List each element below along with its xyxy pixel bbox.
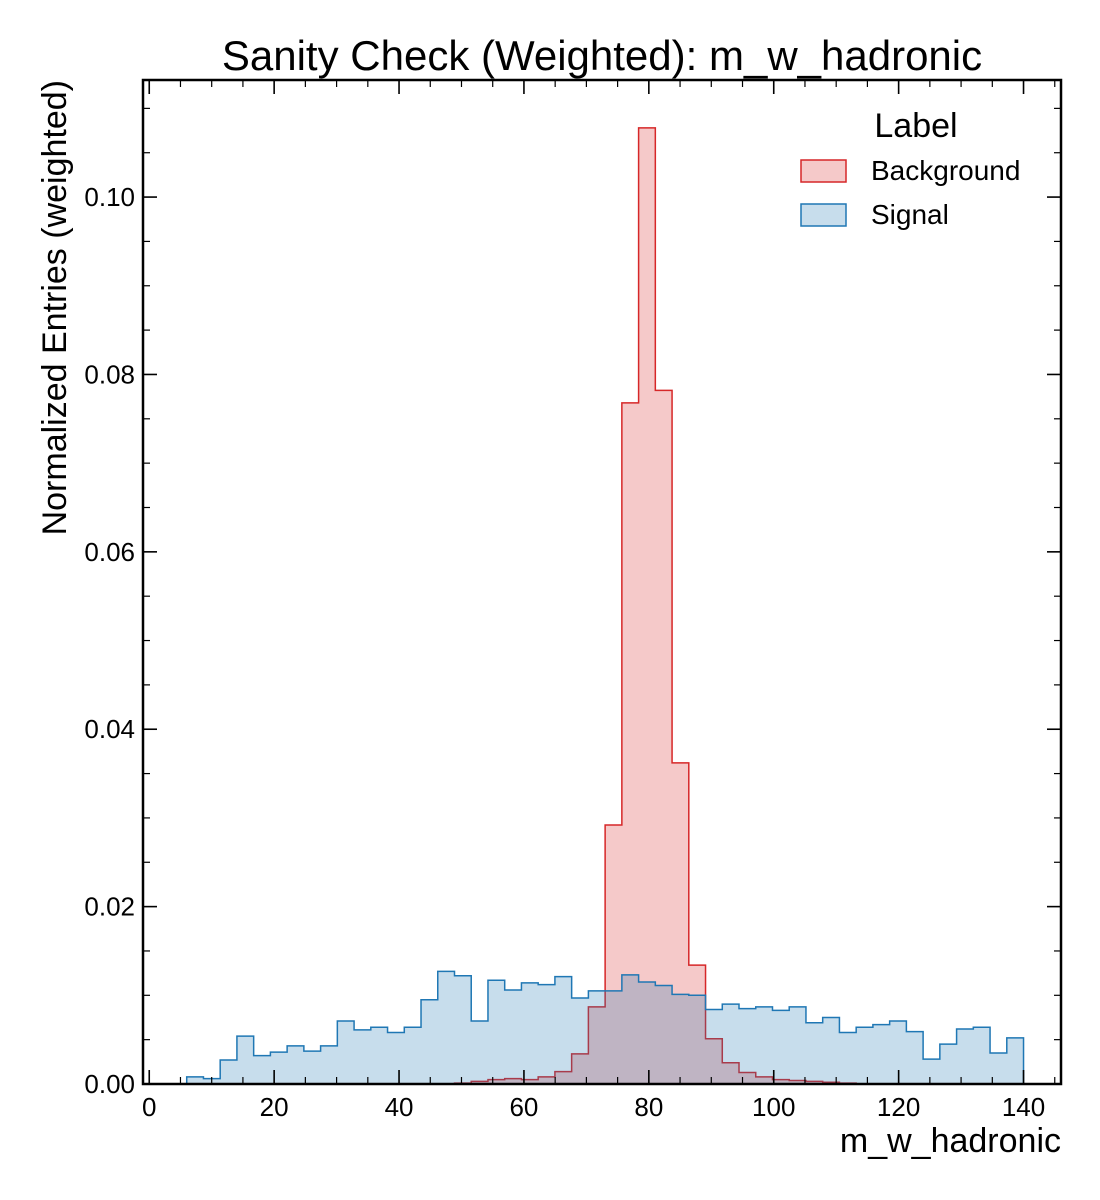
- legend-title: Label: [874, 107, 957, 145]
- x-tick-label: 140: [1002, 1092, 1045, 1122]
- x-tick-label: 20: [260, 1092, 289, 1122]
- y-axis-label: Normalized Entries (weighted): [36, 80, 74, 535]
- y-tick-label: 0.06: [84, 537, 135, 567]
- series-background-histogram: [186, 127, 1024, 1085]
- x-tick-label: 80: [634, 1092, 663, 1122]
- series-signal-histogram: [185, 970, 1025, 1085]
- legend-swatch-signal: [800, 203, 847, 227]
- x-tick-label: 120: [877, 1092, 920, 1122]
- legend-label-background: Background: [871, 155, 1020, 186]
- legend-label-signal: Signal: [871, 199, 949, 230]
- y-tick-label: 0.00: [84, 1069, 135, 1099]
- plot-area: 0 20 40 60 80 100 120 140 0.00 0.02 0.04 0.06 0.08 0.…: [84, 78, 1063, 1122]
- chart-title: Sanity Check (Weighted): m_w_hadronic: [222, 32, 982, 79]
- y-tick-label: 0.10: [84, 182, 135, 212]
- y-tick-label: 0.04: [84, 714, 135, 744]
- x-tick-label: 0: [142, 1092, 156, 1122]
- legend: Label Background Signal: [800, 107, 1020, 230]
- y-tick-label: 0.02: [84, 892, 135, 922]
- y-tick-label: 0.08: [84, 359, 135, 389]
- plot-frame: [141, 78, 1063, 1086]
- x-tick-label: 60: [509, 1092, 538, 1122]
- x-tick-label: 100: [752, 1092, 795, 1122]
- x-axis-label: m_w_hadronic: [840, 1122, 1061, 1160]
- x-tick-label: 40: [385, 1092, 414, 1122]
- legend-swatch-background: [800, 159, 847, 183]
